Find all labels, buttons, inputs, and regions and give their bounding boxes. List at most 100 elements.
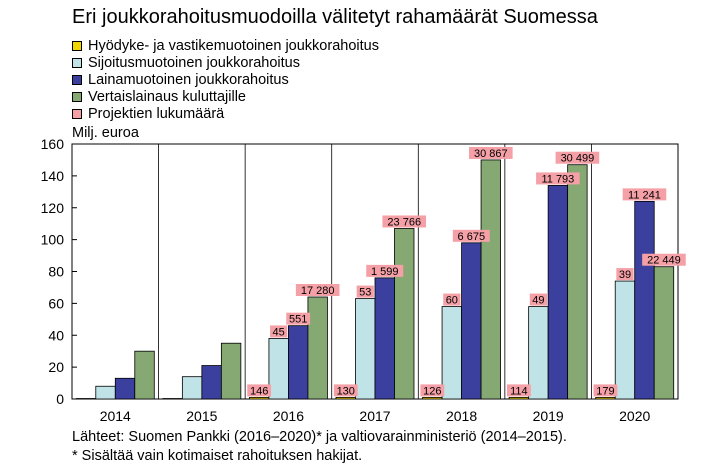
project-count-label: 1 599 — [371, 266, 399, 278]
project-count-box — [642, 253, 686, 266]
y-tick-label: 80 — [48, 264, 64, 280]
y-tick-label: 60 — [48, 295, 64, 311]
y-tick-label: 120 — [41, 200, 65, 216]
y-axis-unit-label: Milj. euroa — [72, 125, 139, 141]
footnote: * Sisältää vain kotimaiset rahoituksen h… — [72, 448, 363, 464]
x-tick-label: 2018 — [446, 408, 477, 424]
sources-note: Lähteet: Suomen Pankki (2016–2020)* ja v… — [72, 429, 567, 445]
bar — [355, 298, 376, 400]
bar — [201, 365, 222, 400]
project-count-label: 53 — [359, 287, 371, 299]
legend: Hyödyke- ja vastikemuotoinen joukkorahoi… — [72, 37, 379, 122]
bar — [441, 306, 462, 400]
x-tick-label: 2014 — [100, 408, 131, 424]
y-tick-label: 100 — [41, 232, 65, 248]
project-count-box — [529, 293, 547, 306]
legend-swatch — [72, 74, 82, 85]
project-count-label: 30 499 — [561, 153, 595, 165]
project-count-label: 130 — [337, 385, 355, 397]
project-count-label: 146 — [250, 385, 268, 397]
project-count-label: 11 793 — [541, 173, 574, 185]
bar — [134, 350, 155, 400]
legend-swatch — [72, 40, 82, 51]
legend-label: Hyödyke- ja vastikemuotoinen joukkorahoi… — [88, 37, 379, 54]
bar — [567, 164, 588, 400]
project-count-box — [616, 268, 634, 281]
y-tick-label: 20 — [48, 359, 64, 375]
x-tick-label: 2017 — [359, 408, 390, 424]
project-count-box — [506, 384, 531, 397]
project-count-box — [286, 312, 311, 325]
legend-swatch — [72, 91, 82, 102]
x-tick-label: 2015 — [186, 408, 217, 424]
chart-footer: Lähteet: Suomen Pankki (2016–2020)* ja v… — [72, 428, 567, 466]
bar — [422, 397, 443, 400]
project-count-label: 39 — [619, 269, 631, 281]
project-count-box — [366, 264, 404, 277]
bar — [508, 397, 530, 400]
project-count-box — [555, 151, 600, 164]
project-count-box — [593, 384, 618, 397]
bar — [547, 185, 569, 400]
legend-item: Sijoitusmuotoinen joukkorahoitus — [72, 54, 379, 71]
legend-label: Lainamuotoinen joukkorahoitus — [88, 71, 289, 88]
bar — [595, 397, 616, 400]
y-tick-label: 160 — [41, 136, 65, 152]
project-count-box — [382, 215, 427, 228]
project-count-box — [295, 284, 340, 296]
bar — [114, 377, 136, 400]
project-count-label: 17 280 — [301, 285, 335, 297]
project-count-label: 22 449 — [647, 255, 681, 267]
legend-item: Hyödyke- ja vastikemuotoinen joukkorahoi… — [72, 37, 379, 54]
y-tick-label: 0 — [56, 391, 64, 407]
project-count-box — [452, 229, 490, 242]
legend-label: Sijoitusmuotoinen joukkorahoitus — [88, 54, 300, 71]
bar — [634, 200, 655, 400]
project-count-label: 114 — [510, 385, 528, 397]
bar — [374, 277, 395, 400]
bar — [95, 385, 116, 400]
x-tick-label: 2016 — [273, 408, 304, 424]
bar — [653, 266, 675, 400]
project-count-label: 126 — [423, 385, 441, 397]
bar — [335, 397, 356, 400]
project-count-label: 49 — [532, 295, 544, 307]
legend-item: Lainamuotoinen joukkorahoitus — [72, 71, 379, 88]
project-count-label: 60 — [446, 295, 458, 307]
project-count-box — [270, 325, 288, 338]
chart-title: Eri joukkorahoitusmuodoilla välitetyt ra… — [72, 6, 598, 28]
legend-item: Projektien lukumäärä — [72, 105, 379, 122]
bar — [614, 280, 636, 400]
y-tick-label: 140 — [41, 168, 65, 184]
project-count-label: 6 675 — [458, 231, 486, 243]
project-count-label: 551 — [289, 314, 307, 326]
bar — [307, 296, 328, 400]
x-tick-label: 2019 — [533, 408, 564, 424]
legend-item: Vertaislainaus kuluttajille — [72, 88, 379, 105]
project-count-box — [247, 384, 272, 397]
project-count-label: 23 766 — [387, 216, 421, 228]
project-count-label: 45 — [273, 326, 285, 338]
project-count-box — [622, 188, 667, 201]
bar — [288, 325, 309, 400]
x-tick-label: 2020 — [619, 408, 650, 424]
legend-swatch — [72, 108, 82, 119]
project-count-label: 30 867 — [474, 148, 508, 160]
bar — [528, 306, 549, 400]
legend-label: Projektien lukumäärä — [88, 105, 225, 122]
bar — [461, 242, 482, 400]
project-count-box — [333, 384, 358, 397]
project-count-label: 11 241 — [628, 189, 661, 201]
y-tick-label: 40 — [48, 327, 64, 343]
bar — [181, 376, 203, 400]
bar — [249, 397, 270, 400]
project-count-box — [356, 285, 374, 298]
project-count-box — [443, 293, 461, 306]
project-count-box — [420, 384, 445, 397]
legend-label: Vertaislainaus kuluttajille — [88, 88, 246, 105]
bar — [268, 338, 289, 400]
bar — [220, 342, 242, 400]
bar — [480, 159, 501, 400]
bar — [394, 228, 415, 400]
